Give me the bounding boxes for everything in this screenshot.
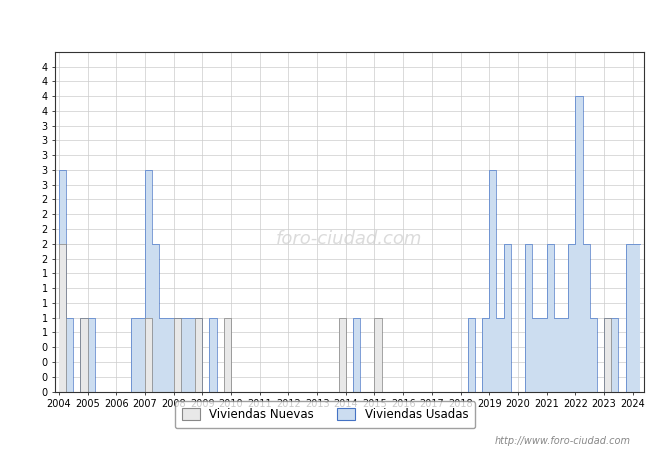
Text: Turón - Evolucion del Nº de Transacciones Inmobiliarias: Turón - Evolucion del Nº de Transaccione… <box>114 16 536 31</box>
Text: foro-ciudad.com: foro-ciudad.com <box>276 230 422 248</box>
Legend: Viviendas Nuevas, Viviendas Usadas: Viviendas Nuevas, Viviendas Usadas <box>175 401 475 428</box>
Text: http://www.foro-ciudad.com: http://www.foro-ciudad.com <box>495 436 630 446</box>
